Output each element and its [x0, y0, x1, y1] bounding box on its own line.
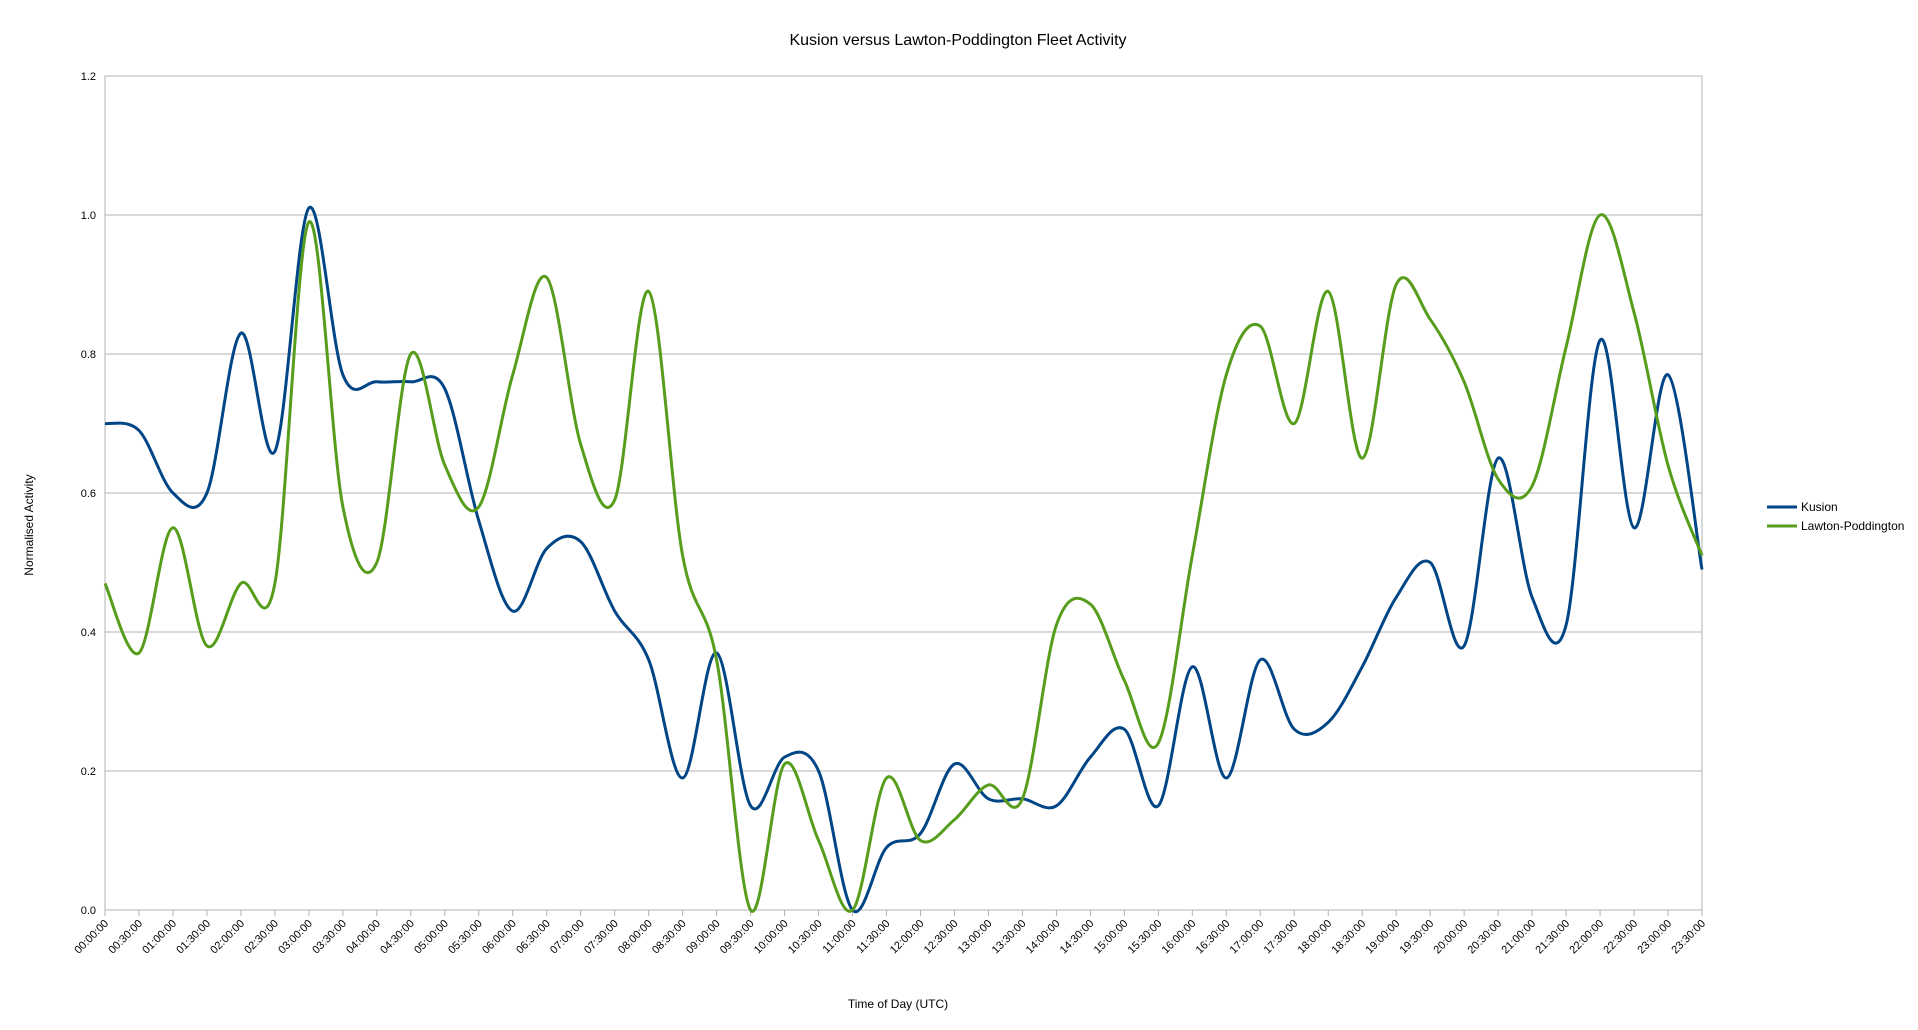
plot-area — [104, 75, 1703, 911]
x-tick-label: 04:00:00 — [344, 918, 383, 957]
x-tick-label: 00:30:00 — [106, 918, 145, 957]
x-tick-label: 15:00:00 — [1092, 918, 1131, 957]
chart-title: Kusion versus Lawton-Poddington Fleet Ac… — [789, 32, 1126, 49]
x-tick-label: 02:30:00 — [242, 918, 281, 957]
x-tick-label: 11:00:00 — [820, 918, 858, 956]
x-tick-label: 01:00:00 — [140, 918, 179, 957]
x-tick-label: 21:30:00 — [1533, 918, 1572, 957]
x-tick-label: 23:30:00 — [1669, 918, 1708, 957]
x-tick-label: 12:00:00 — [888, 918, 927, 957]
x-tick-label: 08:00:00 — [616, 918, 655, 957]
x-tick-label: 18:30:00 — [1330, 918, 1369, 957]
y-tick-label: 0.4 — [81, 627, 96, 639]
y-tick-label: 0.0 — [81, 905, 96, 917]
x-tick-label: 20:00:00 — [1432, 918, 1471, 957]
x-tick-label: 01:30:00 — [174, 918, 213, 957]
series-lines — [103, 206, 1704, 914]
x-tick-label: 03:00:00 — [276, 918, 315, 957]
x-tick-label: 21:00:00 — [1499, 918, 1538, 957]
x-tick-label: 04:30:00 — [378, 918, 417, 957]
x-tick-label: 18:00:00 — [1296, 918, 1335, 957]
x-tick-label: 03:30:00 — [310, 918, 349, 957]
x-tick-label: 15:30:00 — [1126, 918, 1165, 957]
x-tick-label: 22:00:00 — [1567, 918, 1606, 957]
x-tick-label: 06:00:00 — [480, 918, 519, 957]
y-tick-label: 0.6 — [81, 488, 96, 500]
x-tick-label: 16:30:00 — [1194, 918, 1233, 957]
gridlines — [105, 214, 1702, 772]
x-axis-title: Time of Day (UTC) — [848, 997, 948, 1011]
x-tick-label: 05:30:00 — [446, 918, 485, 957]
x-tick-label: 09:00:00 — [684, 918, 723, 957]
x-tick-label: 12:30:00 — [922, 918, 961, 957]
x-tick-label: 13:00:00 — [956, 918, 995, 957]
x-tick-label: 13:30:00 — [990, 918, 1029, 957]
y-axis-title: Normalised Activity — [22, 474, 36, 575]
x-tick-label: 10:00:00 — [752, 918, 791, 957]
x-tick-label: 05:00:00 — [412, 918, 451, 957]
y-axis: 0.0 0.2 0.4 0.6 0.8 1.0 1.2 — [81, 71, 96, 917]
x-tick-label: 00:00:00 — [72, 918, 111, 957]
x-axis: 00:00:0000:30:0001:00:0001:30:0002:00:00… — [72, 910, 1708, 956]
legend: Kusion Lawton-Poddington — [1767, 500, 1904, 533]
x-tick-label: 16:00:00 — [1160, 918, 1199, 957]
x-tick-label: 22:30:00 — [1601, 918, 1640, 957]
x-tick-label: 19:00:00 — [1364, 918, 1403, 957]
y-tick-label: 0.2 — [81, 766, 96, 778]
legend-label-lawton-poddington: Lawton-Poddington — [1801, 519, 1904, 533]
x-tick-label: 14:00:00 — [1024, 918, 1063, 957]
x-tick-label: 06:30:00 — [514, 918, 553, 957]
y-tick-label: 1.2 — [81, 71, 96, 83]
legend-label-kusion: Kusion — [1801, 500, 1838, 514]
x-tick-label: 07:00:00 — [548, 918, 587, 957]
x-tick-label: 08:30:00 — [650, 918, 689, 957]
x-tick-label: 09:30:00 — [718, 918, 757, 957]
x-tick-label: 02:00:00 — [208, 918, 247, 957]
x-tick-label: 11:30:00 — [854, 918, 892, 956]
y-tick-label: 1.0 — [81, 210, 96, 222]
series-line-lawton-poddington — [103, 213, 1704, 913]
x-tick-label: 07:30:00 — [582, 918, 621, 957]
x-tick-label: 10:30:00 — [786, 918, 825, 957]
y-tick-label: 0.8 — [81, 349, 96, 361]
series-line-kusion — [104, 206, 1704, 914]
x-tick-label: 19:30:00 — [1398, 918, 1437, 957]
x-tick-label: 20:30:00 — [1465, 918, 1504, 957]
x-tick-label: 14:30:00 — [1058, 918, 1097, 957]
x-tick-label: 23:00:00 — [1635, 918, 1674, 957]
x-tick-label: 17:00:00 — [1228, 918, 1267, 957]
x-tick-label: 17:30:00 — [1262, 918, 1301, 957]
